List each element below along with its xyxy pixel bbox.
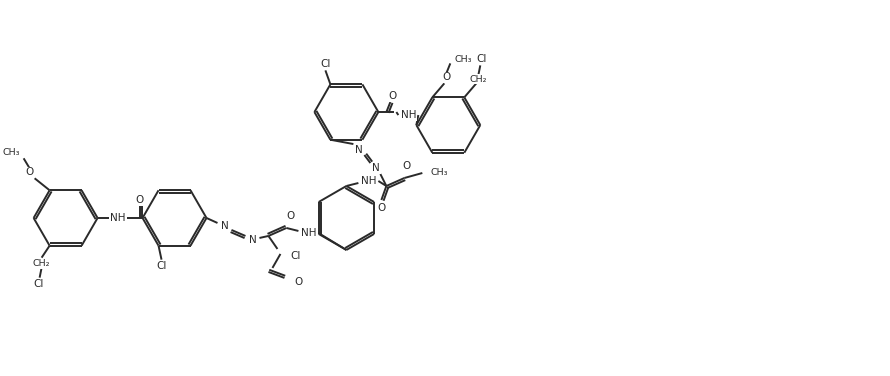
Text: CH₂: CH₂ [33,259,51,268]
Text: NH: NH [400,110,417,120]
Text: Cl: Cl [290,251,301,261]
Text: NH: NH [301,228,316,238]
Text: CH₃: CH₃ [2,148,20,157]
Text: CH₃: CH₃ [431,168,448,176]
Text: Cl: Cl [34,279,44,289]
Text: O: O [295,277,303,287]
Text: N: N [221,221,229,231]
Text: Cl: Cl [157,261,166,271]
Text: N: N [354,145,362,155]
Text: O: O [442,72,450,82]
Text: Cl: Cl [476,55,487,64]
Text: N: N [373,163,380,173]
Text: CH₃: CH₃ [454,55,472,64]
Text: N: N [248,235,256,245]
Text: O: O [26,167,34,177]
Text: O: O [377,203,385,213]
Text: NH: NH [360,176,376,186]
Text: Cl: Cl [320,59,330,70]
Text: CH₂: CH₂ [470,75,487,84]
Text: O: O [135,195,143,205]
Text: O: O [402,161,410,171]
Text: O: O [287,211,295,221]
Text: NH: NH [109,213,125,223]
Text: O: O [388,91,396,101]
